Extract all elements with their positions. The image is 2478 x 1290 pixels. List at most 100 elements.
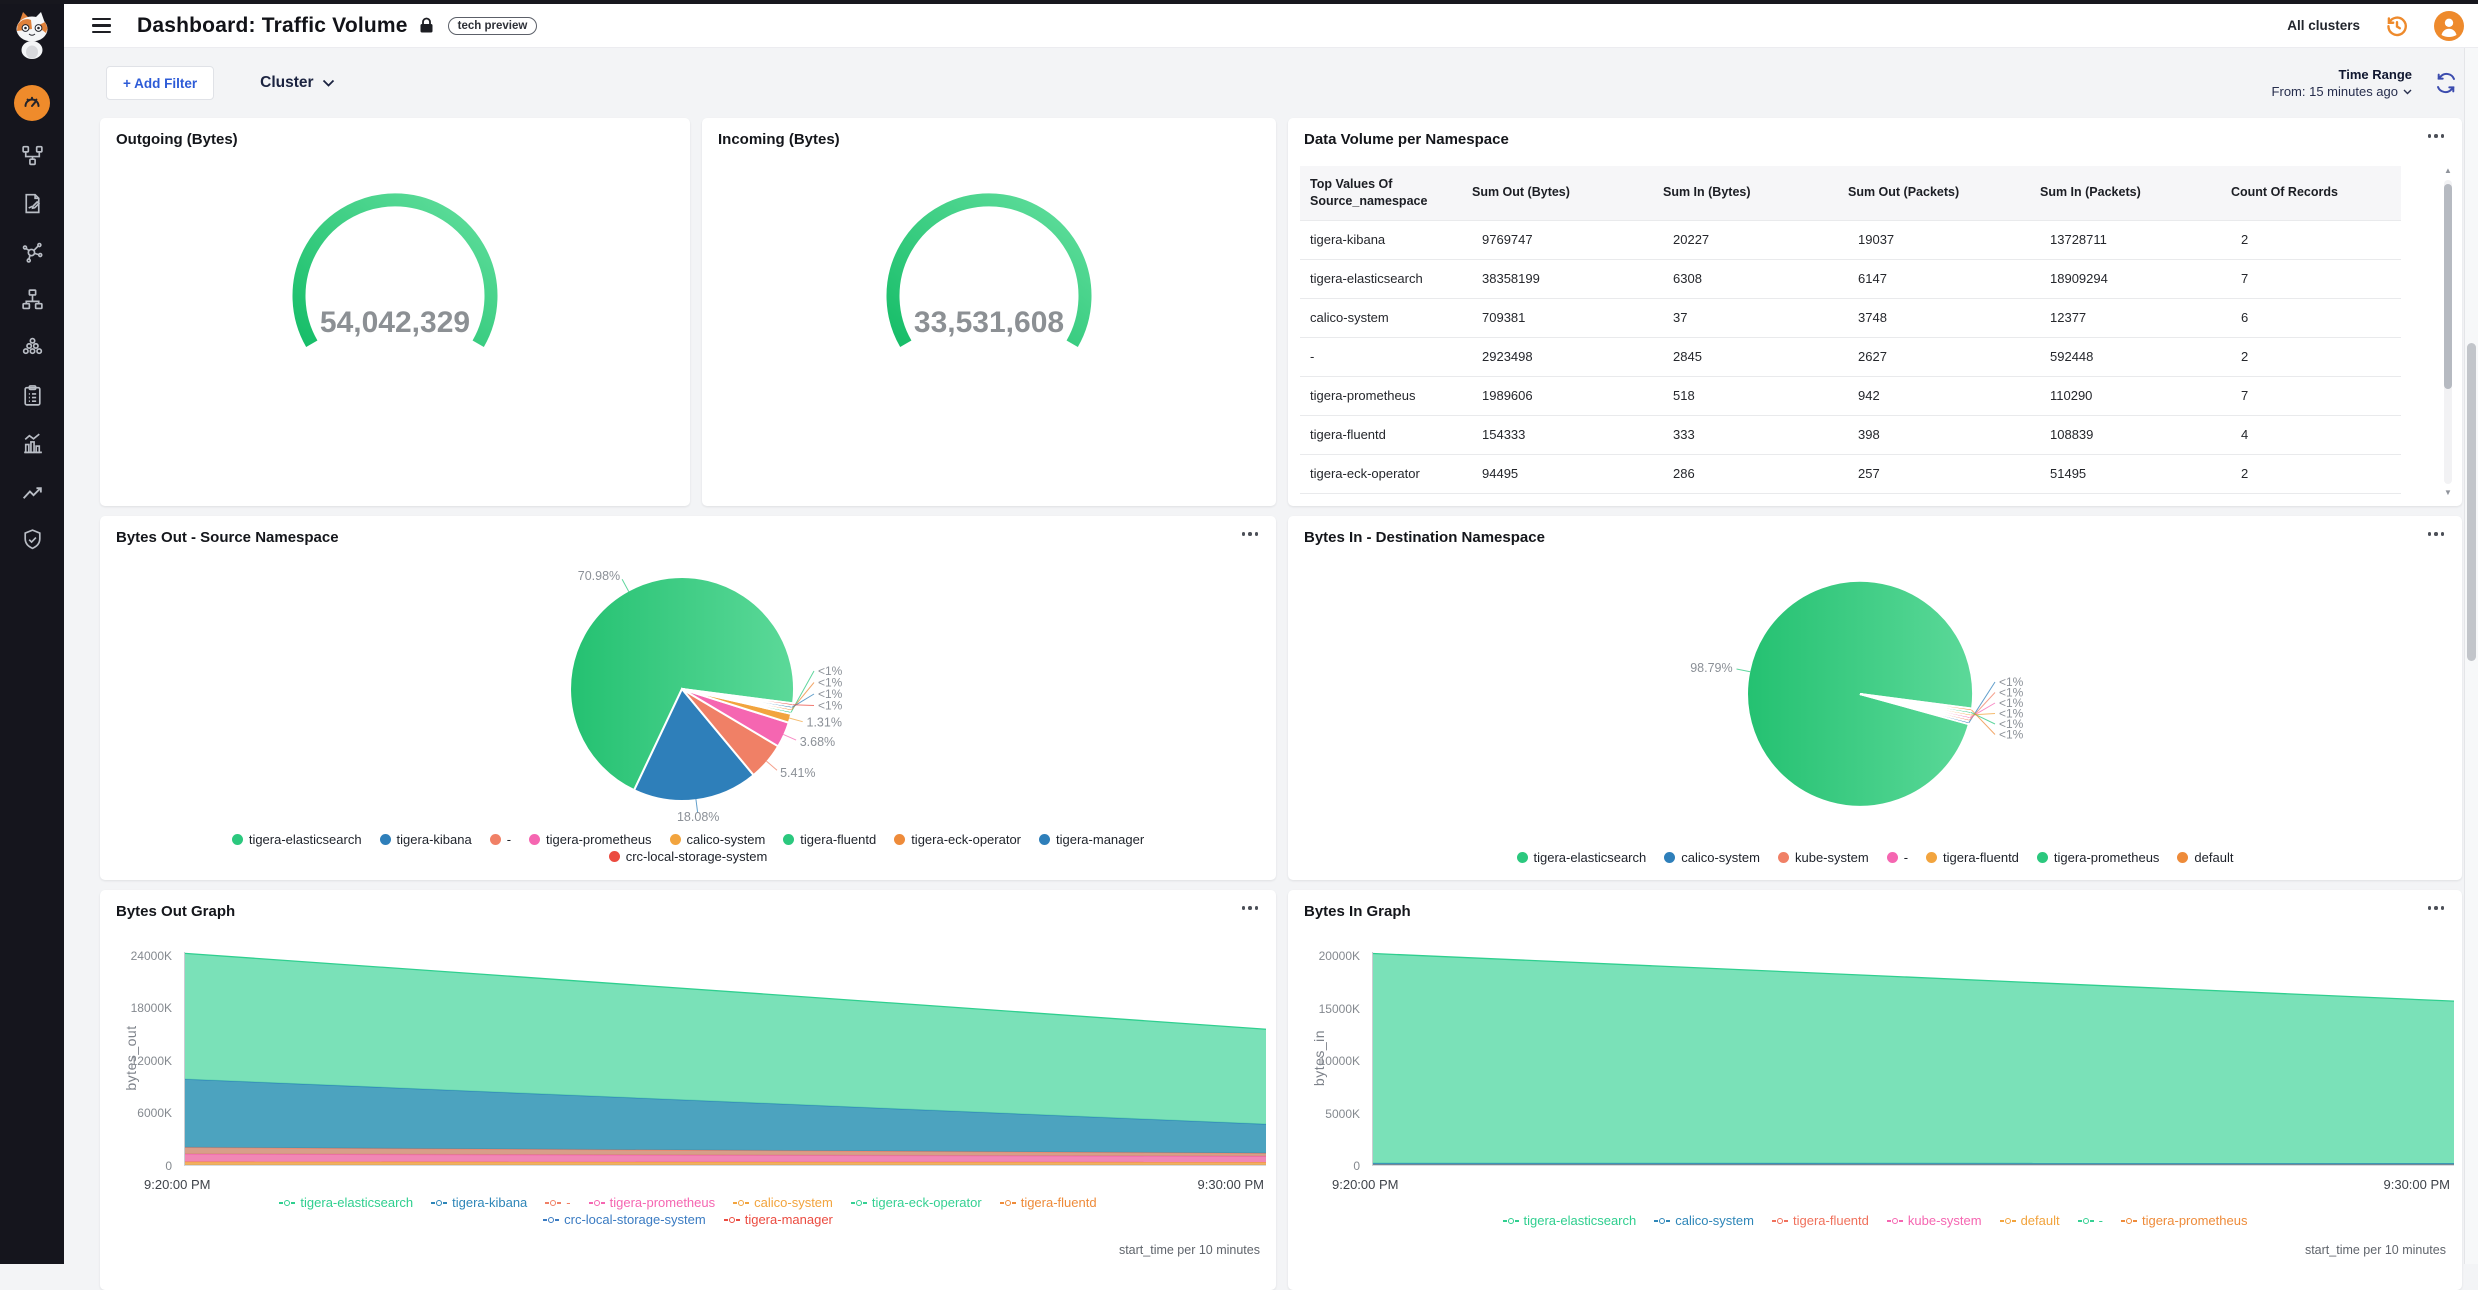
table-cell: 51495 xyxy=(2040,454,2231,493)
column-header[interactable]: Sum Out (Bytes) xyxy=(1472,166,1663,220)
panel-outgoing-bytes: Outgoing (Bytes) 54,042,329 xyxy=(100,118,690,506)
time-range-selector[interactable]: Time Range From: 15 minutes ago xyxy=(2272,67,2412,99)
legend-item[interactable]: tigera-eck-operator xyxy=(894,832,1021,847)
sidebar-item-service-graph[interactable] xyxy=(18,237,46,265)
pie-percentage-label: <1% xyxy=(818,699,843,713)
sidebar-item-activity[interactable] xyxy=(18,477,46,505)
hamburger-menu-icon[interactable] xyxy=(92,18,111,34)
app-header: Dashboard: Traffic Volume tech preview A… xyxy=(64,4,2478,48)
page-scrollbar[interactable] xyxy=(2464,48,2478,1264)
legend-dot-icon xyxy=(490,834,501,845)
legend-item[interactable]: tigera-kibana xyxy=(431,1195,527,1210)
refresh-icon[interactable] xyxy=(2434,71,2458,95)
panel-menu-icon[interactable] xyxy=(2420,126,2453,146)
table-cell: 6 xyxy=(2231,298,2401,337)
sidebar-item-endpoints[interactable] xyxy=(18,333,46,361)
sidebar-item-policies[interactable] xyxy=(18,189,46,217)
legend-item[interactable]: - xyxy=(1887,850,1908,865)
user-avatar[interactable] xyxy=(2434,11,2464,41)
legend-item[interactable]: tigera-fluentd xyxy=(1000,1195,1097,1210)
window-top-edge xyxy=(0,0,2478,4)
x-axis-caption: start_time per 10 minutes xyxy=(2305,1243,2446,1257)
legend-item[interactable]: calico-system xyxy=(670,832,766,847)
scrollbar-thumb[interactable] xyxy=(2467,343,2476,661)
legend-item[interactable]: tigera-fluentd xyxy=(783,832,876,847)
table-cell: 154333 xyxy=(1472,415,1663,454)
legend-item[interactable]: tigera-eck-operator xyxy=(851,1195,982,1210)
molecule-icon xyxy=(20,239,45,264)
legend-item[interactable]: calico-system xyxy=(1664,850,1760,865)
legend-item[interactable]: calico-system xyxy=(1654,1213,1754,1228)
table-cell: 2 xyxy=(2231,493,2401,506)
sidebar xyxy=(0,0,64,1264)
sidebar-item-compliance[interactable] xyxy=(18,381,46,409)
legend-item[interactable]: tigera-manager xyxy=(724,1212,833,1227)
table-cell: 7 xyxy=(2231,259,2401,298)
table-cell: 4 xyxy=(2231,415,2401,454)
panel-menu-icon[interactable] xyxy=(1234,898,1267,918)
legend-item[interactable]: tigera-kibana xyxy=(380,832,472,847)
table-cell: 110290 xyxy=(2040,376,2231,415)
legend-item[interactable]: default xyxy=(2000,1213,2060,1228)
sidebar-item-topology[interactable] xyxy=(18,141,46,169)
calico-cat-logo[interactable] xyxy=(9,8,55,65)
legend-item[interactable]: crc-local-storage-system xyxy=(609,849,768,864)
sidebar-item-dashboard[interactable] xyxy=(14,85,50,121)
column-header[interactable]: Sum In (Bytes) xyxy=(1663,166,1848,220)
legend-item[interactable]: tigera-prometheus xyxy=(589,1195,716,1210)
table-scrollbar[interactable]: ▲ ▼ xyxy=(2442,168,2454,496)
clipboard-icon xyxy=(20,383,45,408)
legend-item[interactable]: tigera-fluentd xyxy=(1772,1213,1869,1228)
panel-menu-icon[interactable] xyxy=(2420,524,2453,544)
legend-item[interactable]: tigera-elasticsearch xyxy=(279,1195,413,1210)
sidebar-item-network[interactable] xyxy=(18,285,46,313)
legend-marker-icon xyxy=(736,1219,740,1221)
legend-item[interactable]: - xyxy=(545,1195,570,1210)
scroll-down-icon[interactable]: ▼ xyxy=(2442,488,2454,498)
history-icon[interactable] xyxy=(2384,13,2410,39)
sidebar-item-security[interactable] xyxy=(18,525,46,553)
legend-dot-icon xyxy=(1039,834,1050,845)
legend-item[interactable]: kube-system xyxy=(1778,850,1869,865)
legend-item[interactable]: crc-local-storage-system xyxy=(543,1212,706,1227)
all-clusters-selector[interactable]: All clusters xyxy=(2287,18,2360,33)
legend-item[interactable]: kube-system xyxy=(1887,1213,1982,1228)
sidebar-item-analytics[interactable] xyxy=(18,429,46,457)
column-header[interactable]: Top Values Of Source_namespace xyxy=(1300,166,1472,220)
legend-dot-icon xyxy=(1926,852,1937,863)
x-axis-caption: start_time per 10 minutes xyxy=(1119,1243,1260,1257)
legend-marker-icon xyxy=(1005,1200,1011,1206)
legend-marker-icon xyxy=(2083,1218,2089,1224)
table-cell: 12377 xyxy=(2040,298,2231,337)
cluster-dropdown[interactable]: Cluster xyxy=(260,74,334,92)
scroll-up-icon[interactable]: ▲ xyxy=(2442,166,2454,176)
legend-item[interactable]: default xyxy=(2177,850,2233,865)
legend-item[interactable]: tigera-elasticsearch xyxy=(1517,850,1647,865)
gauge-icon xyxy=(20,91,44,115)
scrollbar-thumb[interactable] xyxy=(2444,184,2452,389)
column-header[interactable]: Count Of Records xyxy=(2231,166,2401,220)
panel-menu-icon[interactable] xyxy=(1234,524,1267,544)
add-filter-button[interactable]: + Add Filter xyxy=(106,66,214,100)
table-cell: 108839 xyxy=(2040,415,2231,454)
legend-marker-icon xyxy=(2078,1220,2082,1222)
legend-marker-icon xyxy=(2133,1220,2137,1222)
legend-item[interactable]: tigera-prometheus xyxy=(529,832,652,847)
legend-item[interactable]: tigera-prometheus xyxy=(2037,850,2160,865)
legend-item[interactable]: tigera-prometheus xyxy=(2121,1213,2248,1228)
legend-item[interactable]: tigera-manager xyxy=(1039,832,1144,847)
legend-item[interactable]: calico-system xyxy=(733,1195,833,1210)
legend-item[interactable]: tigera-elasticsearch xyxy=(232,832,362,847)
panel-menu-icon[interactable] xyxy=(2420,898,2453,918)
legend-dot-icon xyxy=(1664,852,1675,863)
legend-item[interactable]: tigera-fluentd xyxy=(1926,850,2019,865)
column-header[interactable]: Sum In (Packets) xyxy=(2040,166,2231,220)
legend-marker-icon xyxy=(1777,1218,1783,1224)
legend-item[interactable]: - xyxy=(490,832,511,847)
column-header[interactable]: Sum Out (Packets) xyxy=(1848,166,2040,220)
shield-check-icon xyxy=(20,527,45,552)
legend-item[interactable]: tigera-elasticsearch xyxy=(1503,1213,1637,1228)
sidebar-nav xyxy=(14,85,50,553)
legend-item[interactable]: - xyxy=(2078,1213,2103,1228)
